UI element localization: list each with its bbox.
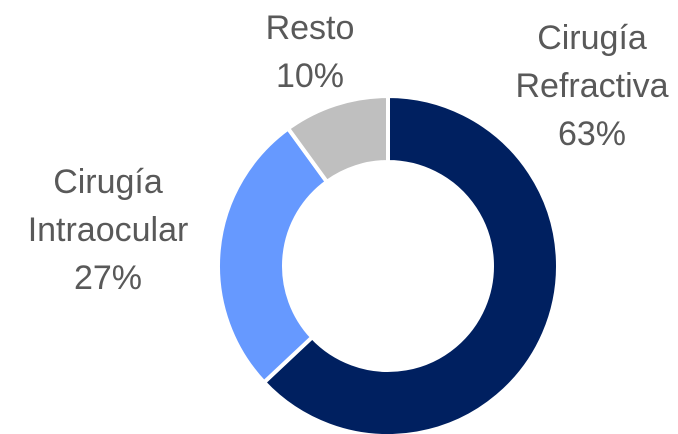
segment-label: Resto 10% bbox=[266, 4, 355, 100]
value-label: 63% bbox=[557, 115, 627, 153]
donut-segment bbox=[285, 93, 390, 185]
category-label: Cirugía Refractiva bbox=[515, 19, 669, 105]
value-label: 10% bbox=[275, 57, 345, 95]
value-label: 27% bbox=[73, 259, 143, 297]
donut-segment bbox=[261, 93, 560, 434]
segment-label: Cirugía Intraocular 27% bbox=[28, 158, 189, 302]
category-label: Resto bbox=[265, 9, 355, 47]
donut-segment bbox=[216, 125, 330, 386]
segment-label: Cirugía Refractiva 63% bbox=[515, 14, 668, 158]
category-label: Cirugía Intraocular bbox=[27, 163, 189, 249]
